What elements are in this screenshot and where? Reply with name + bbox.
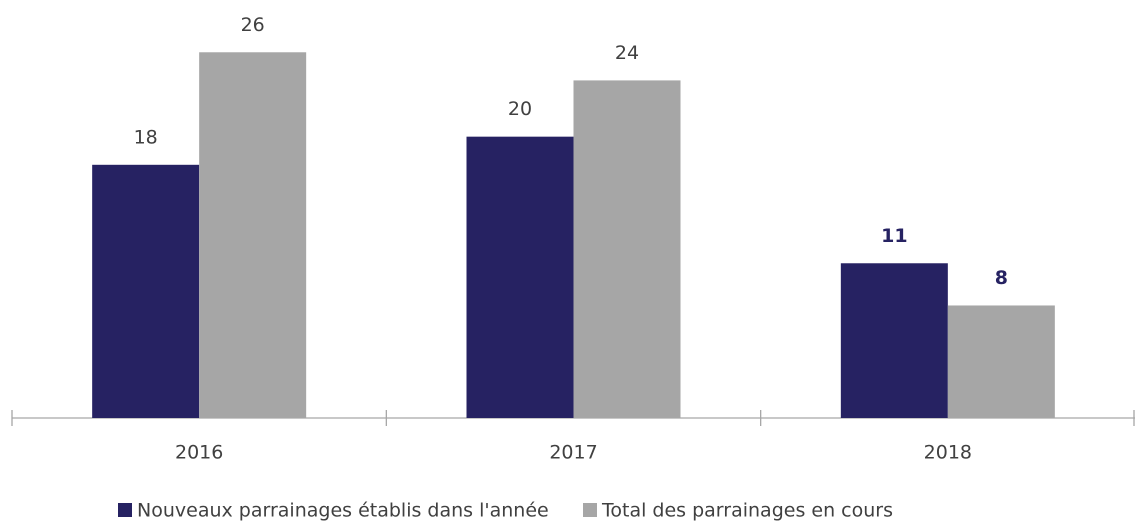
bar — [947, 305, 1055, 418]
x-tick-label: 2017 — [549, 442, 597, 464]
data-label: 20 — [508, 98, 532, 120]
data-label: 18 — [134, 126, 158, 148]
bar — [573, 80, 681, 419]
data-label: 11 — [881, 225, 907, 247]
x-tick-label: 2016 — [175, 442, 223, 464]
bar — [92, 164, 200, 418]
bar — [199, 52, 307, 419]
bar — [466, 136, 574, 418]
legend-label: Nouveaux parrainages établis dans l'anné… — [137, 500, 549, 522]
x-tick-label: 2018 — [924, 442, 972, 464]
bar — [840, 263, 948, 418]
legend-swatch — [118, 503, 132, 517]
data-label: 26 — [241, 14, 265, 36]
data-label: 24 — [615, 42, 639, 64]
data-label: 8 — [995, 267, 1008, 289]
legend-label: Total des parrainages en cours — [601, 500, 893, 522]
legend-swatch — [583, 503, 597, 517]
